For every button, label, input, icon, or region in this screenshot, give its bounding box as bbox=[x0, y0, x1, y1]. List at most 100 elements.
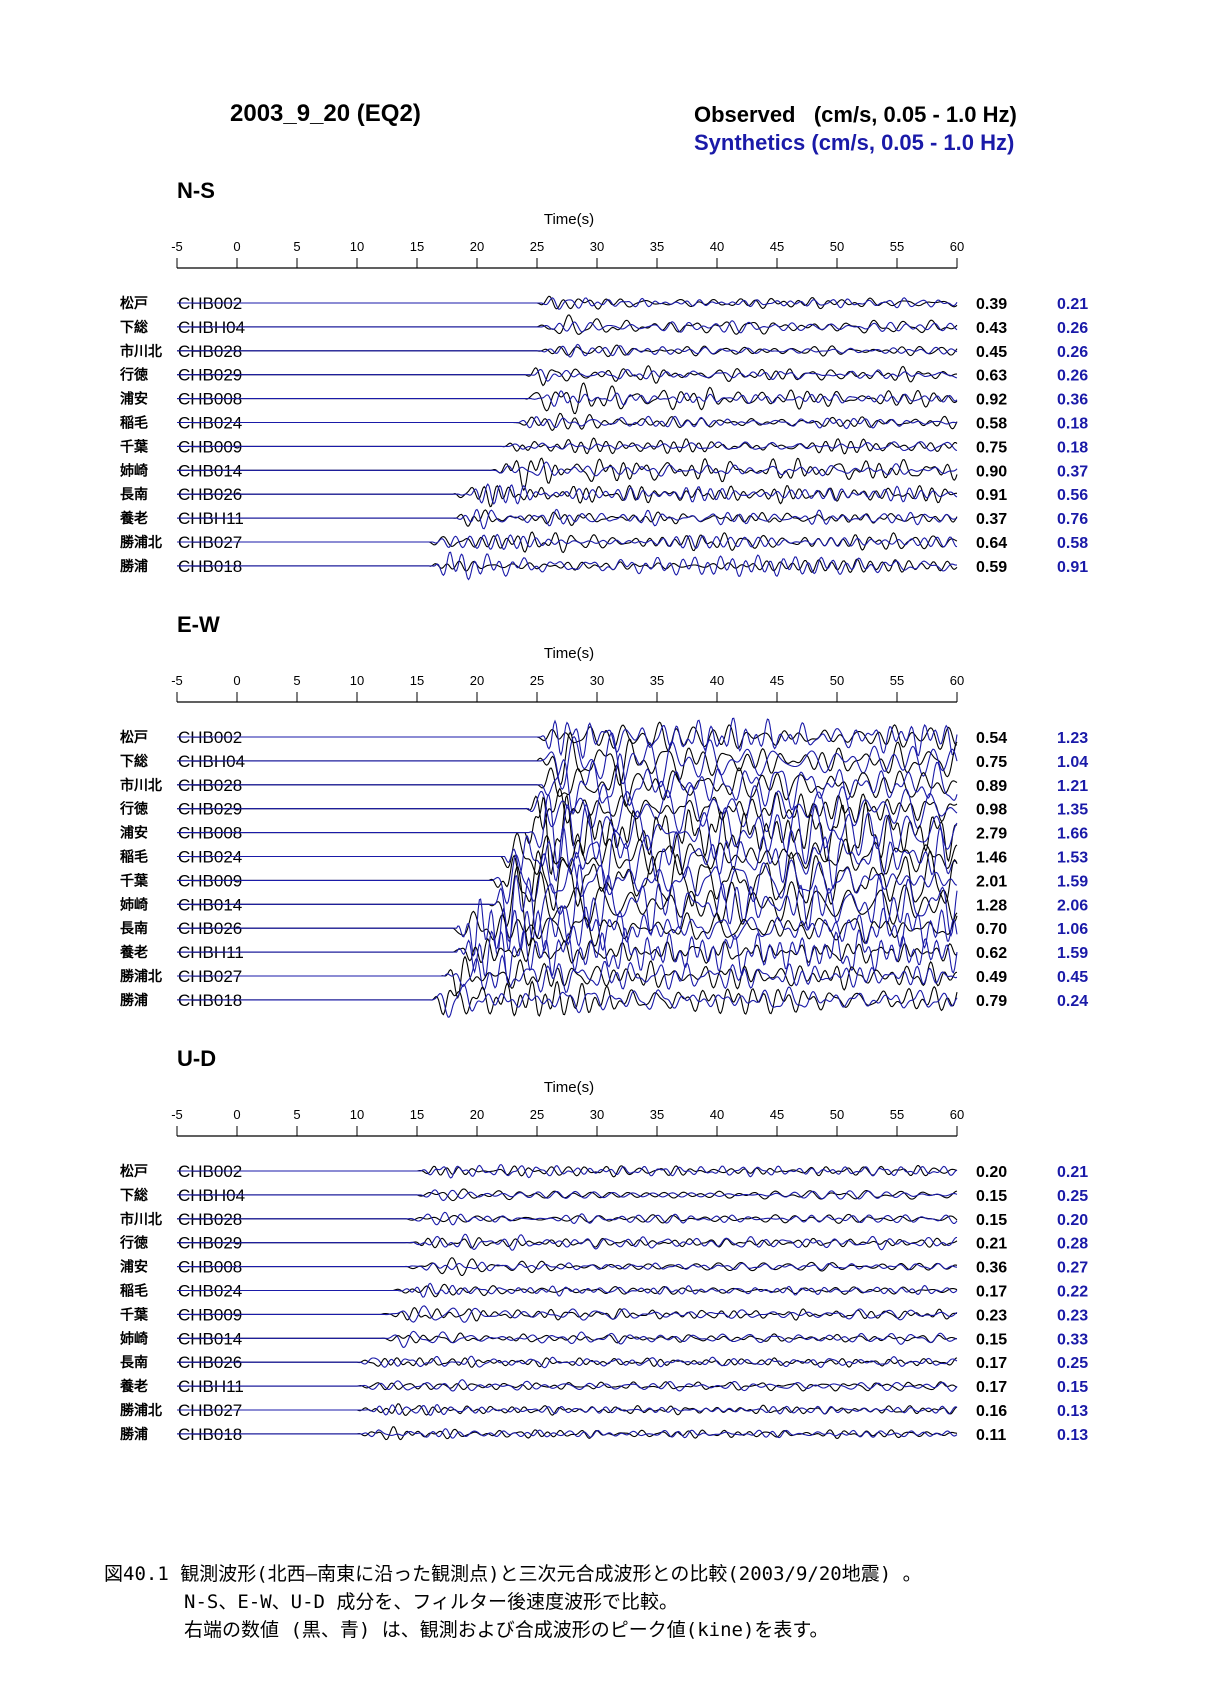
ew-station-place: 養老 bbox=[119, 944, 148, 961]
ns-observed-trace bbox=[177, 457, 958, 492]
ns-x-tick-label: 20 bbox=[470, 239, 484, 254]
ud-x-axis-label: Time(s) bbox=[544, 1079, 594, 1096]
ew-synthetic-peak: 1.23 bbox=[1057, 730, 1088, 747]
ns-synthetic-trace bbox=[177, 343, 958, 358]
ud-observed-peak: 0.17 bbox=[976, 1284, 1007, 1301]
ew-station-place: 下総 bbox=[120, 753, 148, 770]
ud-synthetic-trace bbox=[177, 1330, 958, 1349]
ew-synthetic-peak: 2.06 bbox=[1057, 897, 1088, 914]
ud-synthetic-peak: 0.13 bbox=[1057, 1403, 1088, 1420]
ud-observed-peak: 0.15 bbox=[976, 1331, 1007, 1348]
ud-station-place: 稲毛 bbox=[120, 1283, 148, 1300]
ew-synthetic-trace bbox=[177, 983, 958, 1018]
ew-x-tick-label: 40 bbox=[710, 673, 724, 688]
ew-station-place: 稲毛 bbox=[120, 849, 148, 866]
ew-x-tick-label: 25 bbox=[530, 673, 544, 688]
ns-observed-trace bbox=[177, 365, 958, 387]
ns-x-tick-label: 30 bbox=[590, 239, 604, 254]
ns-synthetic-peak: 0.56 bbox=[1057, 487, 1088, 504]
ew-synthetic-peak: 1.66 bbox=[1057, 826, 1088, 843]
ns-station-place: 姉崎 bbox=[120, 462, 148, 479]
ns-synthetic-peak: 0.37 bbox=[1057, 463, 1088, 480]
ud-observed-peak: 0.36 bbox=[976, 1260, 1007, 1277]
ew-synthetic-peak: 1.21 bbox=[1057, 778, 1088, 795]
ns-synthetic-peak: 0.91 bbox=[1057, 559, 1088, 576]
ns-synthetic-trace bbox=[177, 508, 958, 530]
ns-x-axis-label: Time(s) bbox=[544, 211, 594, 228]
ud-x-tick-label: 55 bbox=[890, 1107, 904, 1122]
ns-station-place: 勝浦北 bbox=[120, 534, 162, 551]
ud-x-tick-label: 35 bbox=[650, 1107, 664, 1122]
ew-station-place: 浦安 bbox=[120, 825, 148, 842]
ns-synthetic-trace bbox=[177, 461, 958, 477]
ns-x-tick-label: -5 bbox=[171, 239, 183, 254]
ns-synthetic-peak: 0.76 bbox=[1057, 511, 1088, 528]
ud-x-tick-label: 50 bbox=[830, 1107, 844, 1122]
ns-x-tick-label: 15 bbox=[410, 239, 424, 254]
ns-synthetic-trace bbox=[177, 483, 958, 505]
ew-x-tick-label: -5 bbox=[171, 673, 183, 688]
ns-station-place: 千葉 bbox=[120, 438, 149, 455]
ns-station-place: 下総 bbox=[120, 319, 148, 336]
ew-station-place: 千葉 bbox=[120, 872, 149, 889]
ud-synthetic-trace bbox=[177, 1305, 958, 1323]
ns-synthetic-peak: 0.21 bbox=[1057, 296, 1088, 313]
ns-synthetic-trace bbox=[177, 441, 958, 452]
ns-panel-title: N-S bbox=[177, 178, 215, 203]
ud-panel-title: U-D bbox=[177, 1046, 216, 1071]
ud-station-place: 下総 bbox=[120, 1187, 148, 1204]
ns-observed-peak: 0.75 bbox=[976, 439, 1007, 456]
ns-observed-trace bbox=[177, 484, 957, 508]
figure-caption: 図40.1 観測波形(北西—南東に沿った観測点)と三次元合成波形との比較(200… bbox=[104, 1560, 1204, 1644]
ew-x-tick-label: 20 bbox=[470, 673, 484, 688]
ns-x-tick-label: 25 bbox=[530, 239, 544, 254]
ew-x-axis-label: Time(s) bbox=[544, 645, 594, 662]
ud-synthetic-peak: 0.21 bbox=[1057, 1164, 1088, 1181]
ud-x-tick-label: 40 bbox=[710, 1107, 724, 1122]
ns-synthetic-peak: 0.18 bbox=[1057, 416, 1088, 433]
ud-station-place: 姉崎 bbox=[120, 1330, 148, 1347]
ud-station-place: 市川北 bbox=[120, 1211, 162, 1228]
ew-station-place: 行徳 bbox=[119, 801, 148, 818]
ud-synthetic-trace bbox=[177, 1355, 958, 1369]
ud-observed-trace bbox=[177, 1426, 958, 1441]
ud-synthetic-peak: 0.23 bbox=[1057, 1307, 1088, 1324]
ud-synthetic-peak: 0.13 bbox=[1057, 1427, 1088, 1444]
ew-station-place: 長南 bbox=[120, 920, 148, 937]
ew-x-tick-label: 30 bbox=[590, 673, 604, 688]
ew-observed-peak: 1.46 bbox=[976, 850, 1007, 867]
ew-panel-title: E-W bbox=[177, 612, 220, 637]
ew-synthetic-trace bbox=[177, 852, 958, 905]
caption-line-2: N-S、E-W、U-D 成分を、フィルター後速度波形で比較。 bbox=[184, 1591, 679, 1613]
ns-observed-peak: 0.63 bbox=[976, 368, 1007, 385]
ud-synthetic-trace bbox=[177, 1282, 958, 1298]
ew-observed-peak: 0.89 bbox=[976, 778, 1007, 795]
ew-station-place: 姉崎 bbox=[120, 896, 148, 913]
ud-synthetic-peak: 0.15 bbox=[1057, 1379, 1088, 1396]
ew-synthetic-trace bbox=[177, 717, 958, 760]
ns-station-place: 稲毛 bbox=[120, 415, 148, 432]
ud-station-place: 長南 bbox=[120, 1354, 148, 1371]
ns-synthetic-trace bbox=[177, 390, 958, 407]
ew-x-tick-label: 15 bbox=[410, 673, 424, 688]
ns-synthetic-peak: 0.26 bbox=[1057, 320, 1088, 337]
ew-synthetic-peak: 1.59 bbox=[1057, 945, 1088, 962]
ud-synthetic-trace bbox=[177, 1211, 958, 1226]
ns-observed-peak: 0.90 bbox=[976, 463, 1007, 480]
ew-synthetic-peak: 1.53 bbox=[1057, 850, 1088, 867]
ew-synthetic-trace bbox=[177, 954, 958, 994]
ns-synthetic-trace bbox=[177, 533, 958, 550]
ns-synthetic-peak: 0.26 bbox=[1057, 368, 1088, 385]
ns-x-tick-label: 35 bbox=[650, 239, 664, 254]
synthetic-legend: Synthetics (cm/s, 0.05 - 1.0 Hz) bbox=[694, 130, 1015, 155]
ns-synthetic-trace bbox=[177, 368, 958, 382]
ud-station-place: 勝浦北 bbox=[120, 1402, 162, 1419]
ns-observed-peak: 0.39 bbox=[976, 296, 1007, 313]
ns-observed-peak: 0.59 bbox=[976, 559, 1007, 576]
ns-x-tick-label: 45 bbox=[770, 239, 784, 254]
ud-observed-peak: 0.15 bbox=[976, 1188, 1007, 1205]
ew-x-tick-label: 60 bbox=[950, 673, 964, 688]
ns-station-place: 市川北 bbox=[120, 343, 162, 360]
ew-synthetic-peak: 1.06 bbox=[1057, 921, 1088, 938]
